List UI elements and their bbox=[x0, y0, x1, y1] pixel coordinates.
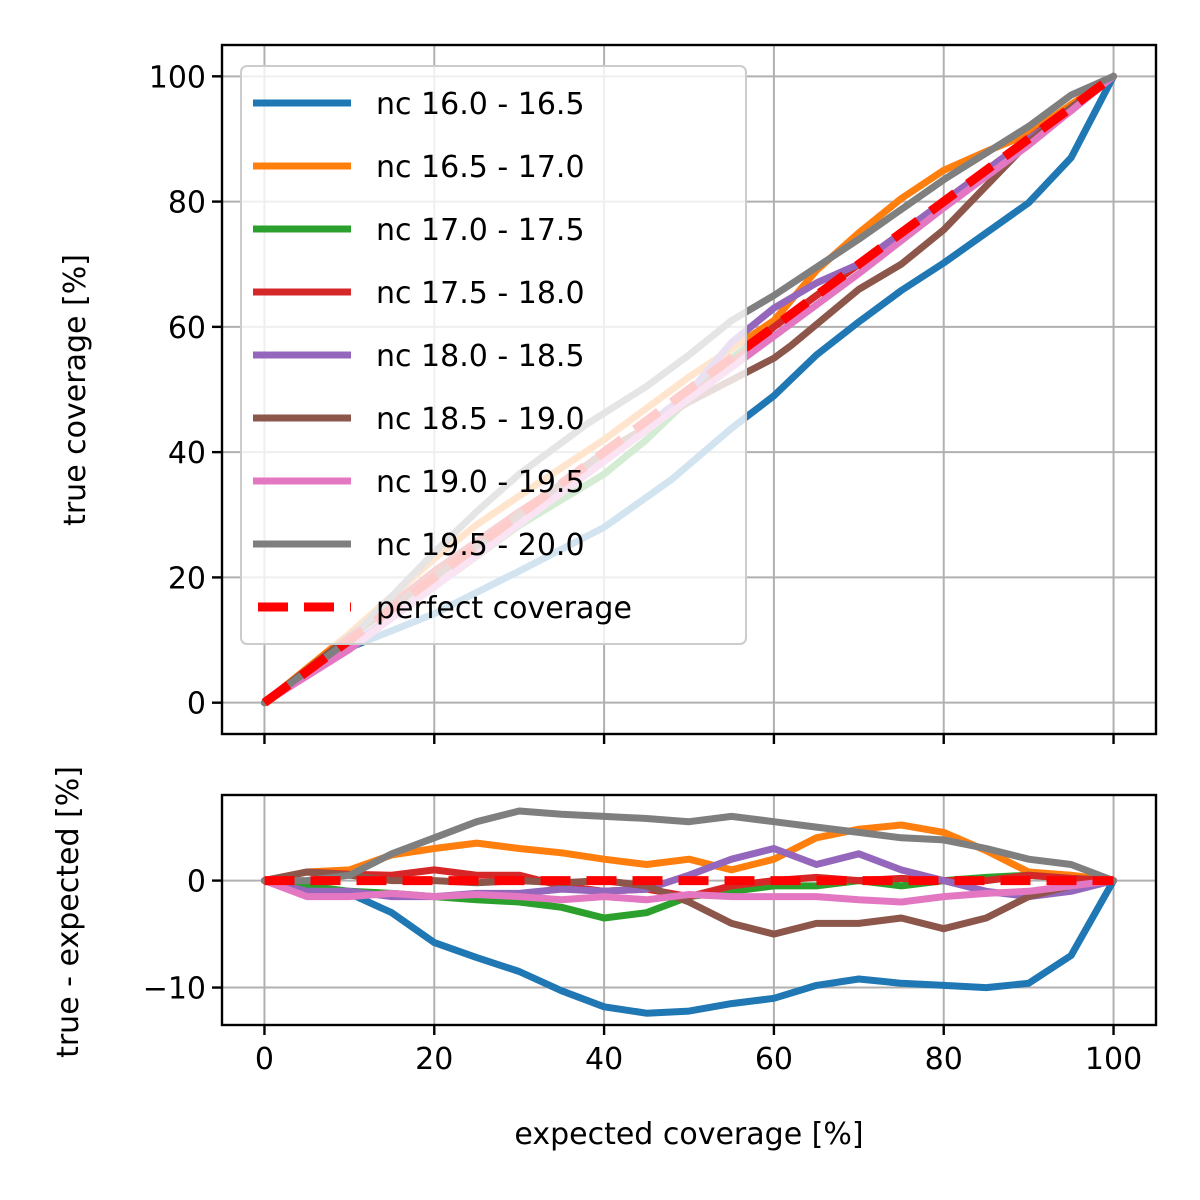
legend-label: nc 19.5 - 20.0 bbox=[376, 528, 585, 563]
legend-label: nc 17.5 - 18.0 bbox=[376, 276, 585, 311]
residual-ticks: 0 20 40 60 80 100 −10 0 bbox=[143, 865, 1142, 1077]
residual-series-line bbox=[261, 807, 1117, 885]
main-y-tick-label: 80 bbox=[168, 186, 206, 221]
residual-y-tick-label: 0 bbox=[187, 865, 206, 900]
residual-x-tick-label: 40 bbox=[585, 1042, 623, 1077]
residual-series-line bbox=[261, 877, 1117, 906]
legend-label: nc 18.0 - 18.5 bbox=[376, 339, 585, 374]
residual-series bbox=[261, 807, 1117, 1017]
main-y-tick-label: 0 bbox=[187, 687, 206, 722]
main-frame bbox=[220, 43, 1158, 736]
legend-label: nc 19.0 - 19.5 bbox=[376, 465, 585, 500]
residual-panel: 0 20 40 60 80 100 −10 0 true - expected [%] exp… bbox=[51, 766, 1158, 1152]
main-ticks: 0 20 40 60 80 100 bbox=[149, 60, 1115, 744]
residual-x-tick-label: 100 bbox=[1085, 1042, 1142, 1077]
legend: nc 16.0 - 16.5 nc 16.5 - 17.0 nc 17.0 - 17… bbox=[240, 65, 747, 645]
residual-series-line bbox=[261, 877, 1117, 1017]
legend-label: nc 18.5 - 19.0 bbox=[376, 402, 585, 437]
legend-label: nc 16.5 - 17.0 bbox=[376, 150, 585, 185]
residual-x-tick-label: 60 bbox=[755, 1042, 793, 1077]
residual-x-tick-label: 20 bbox=[415, 1042, 453, 1077]
legend-entries: nc 16.0 - 16.5 nc 16.5 - 17.0 nc 17.0 - 17… bbox=[253, 87, 632, 626]
residual-y-axis-title: true - expected [%] bbox=[51, 766, 86, 1058]
legend-label: nc 17.0 - 17.5 bbox=[376, 213, 585, 248]
main-y-tick-label: 100 bbox=[149, 60, 206, 95]
residual-y-tick-label: −10 bbox=[143, 972, 206, 1007]
residual-x-tick-label: 0 bbox=[255, 1042, 274, 1077]
residual-frame bbox=[220, 793, 1158, 1027]
main-y-tick-label: 40 bbox=[168, 436, 206, 471]
main-y-tick-label: 20 bbox=[168, 561, 206, 596]
main-y-axis-title: true coverage [%] bbox=[58, 254, 93, 526]
legend-label: nc 16.0 - 16.5 bbox=[376, 87, 585, 122]
main-y-tick-label: 60 bbox=[168, 311, 206, 346]
x-axis-title: expected coverage [%] bbox=[514, 1117, 863, 1152]
legend-label: perfect coverage bbox=[376, 591, 632, 626]
residual-x-tick-label: 80 bbox=[925, 1042, 963, 1077]
legend-box bbox=[240, 65, 747, 645]
